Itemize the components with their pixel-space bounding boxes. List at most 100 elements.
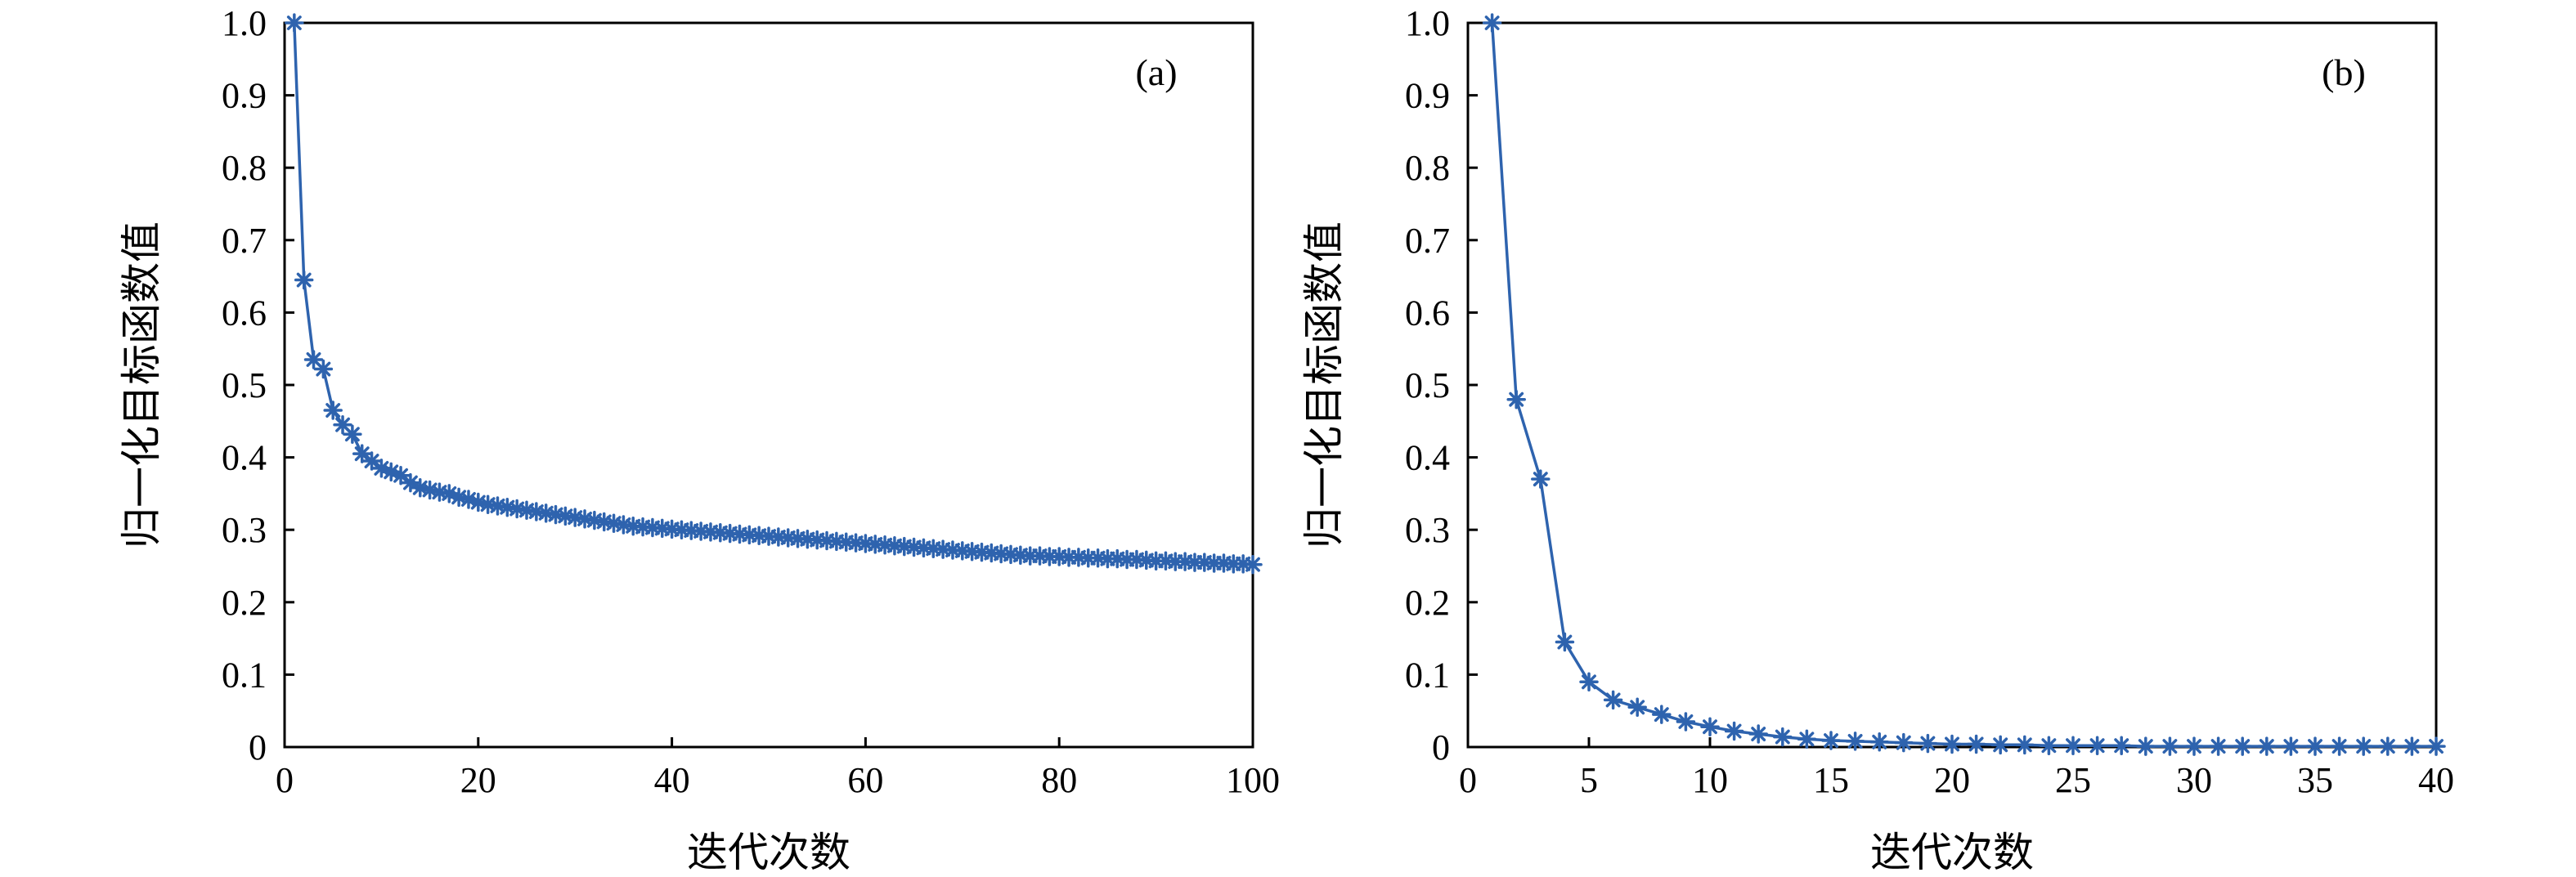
data-point xyxy=(2233,736,2252,756)
data-point xyxy=(2281,736,2301,756)
y-tick-label: 0.3 xyxy=(1405,510,1450,550)
data-point xyxy=(1797,729,1817,749)
chart-panel-b: 0 5 10 15 20 25 30 35 40 00.10.20.30.40.50.60.70… xyxy=(1300,3,2454,876)
y-tick-label: 0.3 xyxy=(222,510,267,550)
data-point xyxy=(420,480,440,500)
x-tick-label: 10 xyxy=(1692,760,1728,800)
data-point xyxy=(1942,734,1962,754)
data-point xyxy=(1676,712,1696,732)
data-point xyxy=(1918,733,1938,754)
data-point xyxy=(1627,697,1647,718)
y-tick-label: 0.4 xyxy=(222,438,267,478)
data-point xyxy=(1579,672,1599,692)
plot-frame xyxy=(1466,21,2438,749)
series-markers xyxy=(1482,13,2446,756)
y-tick-label: 0.8 xyxy=(222,148,267,188)
x-tick-label: 40 xyxy=(2418,760,2454,800)
data-point xyxy=(2039,736,2059,755)
y-tick-label: 0.2 xyxy=(222,583,267,623)
y-tick-label: 0.6 xyxy=(222,293,267,333)
series-line xyxy=(293,22,1254,566)
data-point xyxy=(2426,736,2446,756)
x-axis-title: 迭代次数 xyxy=(687,829,850,876)
y-tick-label: 0.5 xyxy=(222,365,267,405)
data-point xyxy=(585,510,604,530)
y-tick-label: 0.9 xyxy=(222,76,267,116)
data-point xyxy=(1482,13,1502,33)
x-tick-label: 40 xyxy=(654,760,690,800)
series-line xyxy=(1490,22,2436,748)
data-point xyxy=(1894,732,1914,753)
data-point xyxy=(1652,705,1672,724)
x-tick-label: 0 xyxy=(276,760,294,800)
y-tick-label: 0.2 xyxy=(1405,583,1450,623)
data-point xyxy=(439,484,460,503)
data-point xyxy=(2402,736,2422,756)
data-point xyxy=(1531,469,1551,489)
x-tick-label: 5 xyxy=(1580,760,1598,800)
x-tick-label: 25 xyxy=(2055,760,2091,800)
y-tick-label: 1.0 xyxy=(1405,3,1450,43)
y-tick-label: 0.7 xyxy=(222,221,267,261)
panel-label: (a) xyxy=(1135,51,1177,93)
data-point xyxy=(2184,736,2204,756)
data-point xyxy=(2063,736,2083,755)
data-point xyxy=(361,451,382,471)
data-point xyxy=(323,400,343,420)
y-axis-ticks: 0 0.1 0.2 0.3 0.4 0.5 0.6 0.7 0.8 0.9 1.0 xyxy=(1405,3,1478,767)
y-axis-title: 归一化目标函数值 xyxy=(1300,221,1348,548)
data-point xyxy=(565,508,585,527)
data-point xyxy=(1821,731,1841,750)
data-point xyxy=(1724,721,1744,741)
chart-panel-a: 0 20 40 60 80 100 0 0.1 0.2 0.3 0.4 0.5 0.6 0.7 0.8 0.… xyxy=(118,3,1280,876)
data-point xyxy=(2087,736,2107,755)
data-point xyxy=(1748,724,1768,744)
x-tick-label: 15 xyxy=(1813,760,1849,800)
x-tick-label: 20 xyxy=(1934,760,1970,800)
x-tick-label: 100 xyxy=(1226,760,1280,800)
data-point xyxy=(1700,717,1720,736)
y-tick-label: 0 xyxy=(1432,727,1450,767)
x-axis-ticks: 0 20 40 60 80 100 xyxy=(276,737,1280,800)
x-tick-label: 80 xyxy=(1041,760,1077,800)
y-tick-label: 0.9 xyxy=(1405,76,1450,116)
data-point xyxy=(797,529,818,549)
x-axis-title: 迭代次数 xyxy=(1870,829,2034,876)
data-point xyxy=(2329,736,2349,756)
data-point xyxy=(497,497,518,517)
y-tick-label: 0.6 xyxy=(1405,293,1450,333)
plot-frame xyxy=(283,21,1254,749)
data-point xyxy=(2354,736,2373,756)
x-tick-label: 30 xyxy=(2176,760,2212,800)
data-point xyxy=(343,424,362,444)
data-point xyxy=(2112,736,2131,755)
y-tick-label: 0.4 xyxy=(1405,438,1450,478)
data-point xyxy=(1603,690,1623,710)
data-point xyxy=(855,534,876,553)
x-tick-label: 20 xyxy=(460,760,496,800)
data-point xyxy=(285,13,304,33)
data-point xyxy=(1845,732,1865,751)
data-point xyxy=(1869,732,1889,752)
y-tick-label: 1.0 xyxy=(222,3,267,43)
data-point xyxy=(1773,727,1793,747)
data-point xyxy=(352,444,372,463)
data-point xyxy=(1506,389,1526,409)
data-point xyxy=(391,466,411,485)
data-point xyxy=(2305,736,2325,756)
data-point xyxy=(507,499,527,519)
y-tick-label: 0.1 xyxy=(222,655,267,695)
data-point xyxy=(1966,734,1986,754)
y-tick-label: 0.7 xyxy=(1405,221,1450,261)
y-tick-label: 0.8 xyxy=(1405,148,1450,188)
data-point xyxy=(555,506,576,526)
x-tick-label: 0 xyxy=(1459,760,1477,800)
y-axis-title: 归一化目标函数值 xyxy=(118,221,165,548)
data-point xyxy=(1990,735,2010,755)
panel-label: (b) xyxy=(2322,51,2366,93)
data-point xyxy=(1555,632,1575,652)
y-tick-label: 0.5 xyxy=(1405,365,1450,405)
y-axis-ticks: 0 0.1 0.2 0.3 0.4 0.5 0.6 0.7 0.8 0.9 1.0 xyxy=(222,3,294,767)
data-point xyxy=(1243,554,1263,575)
